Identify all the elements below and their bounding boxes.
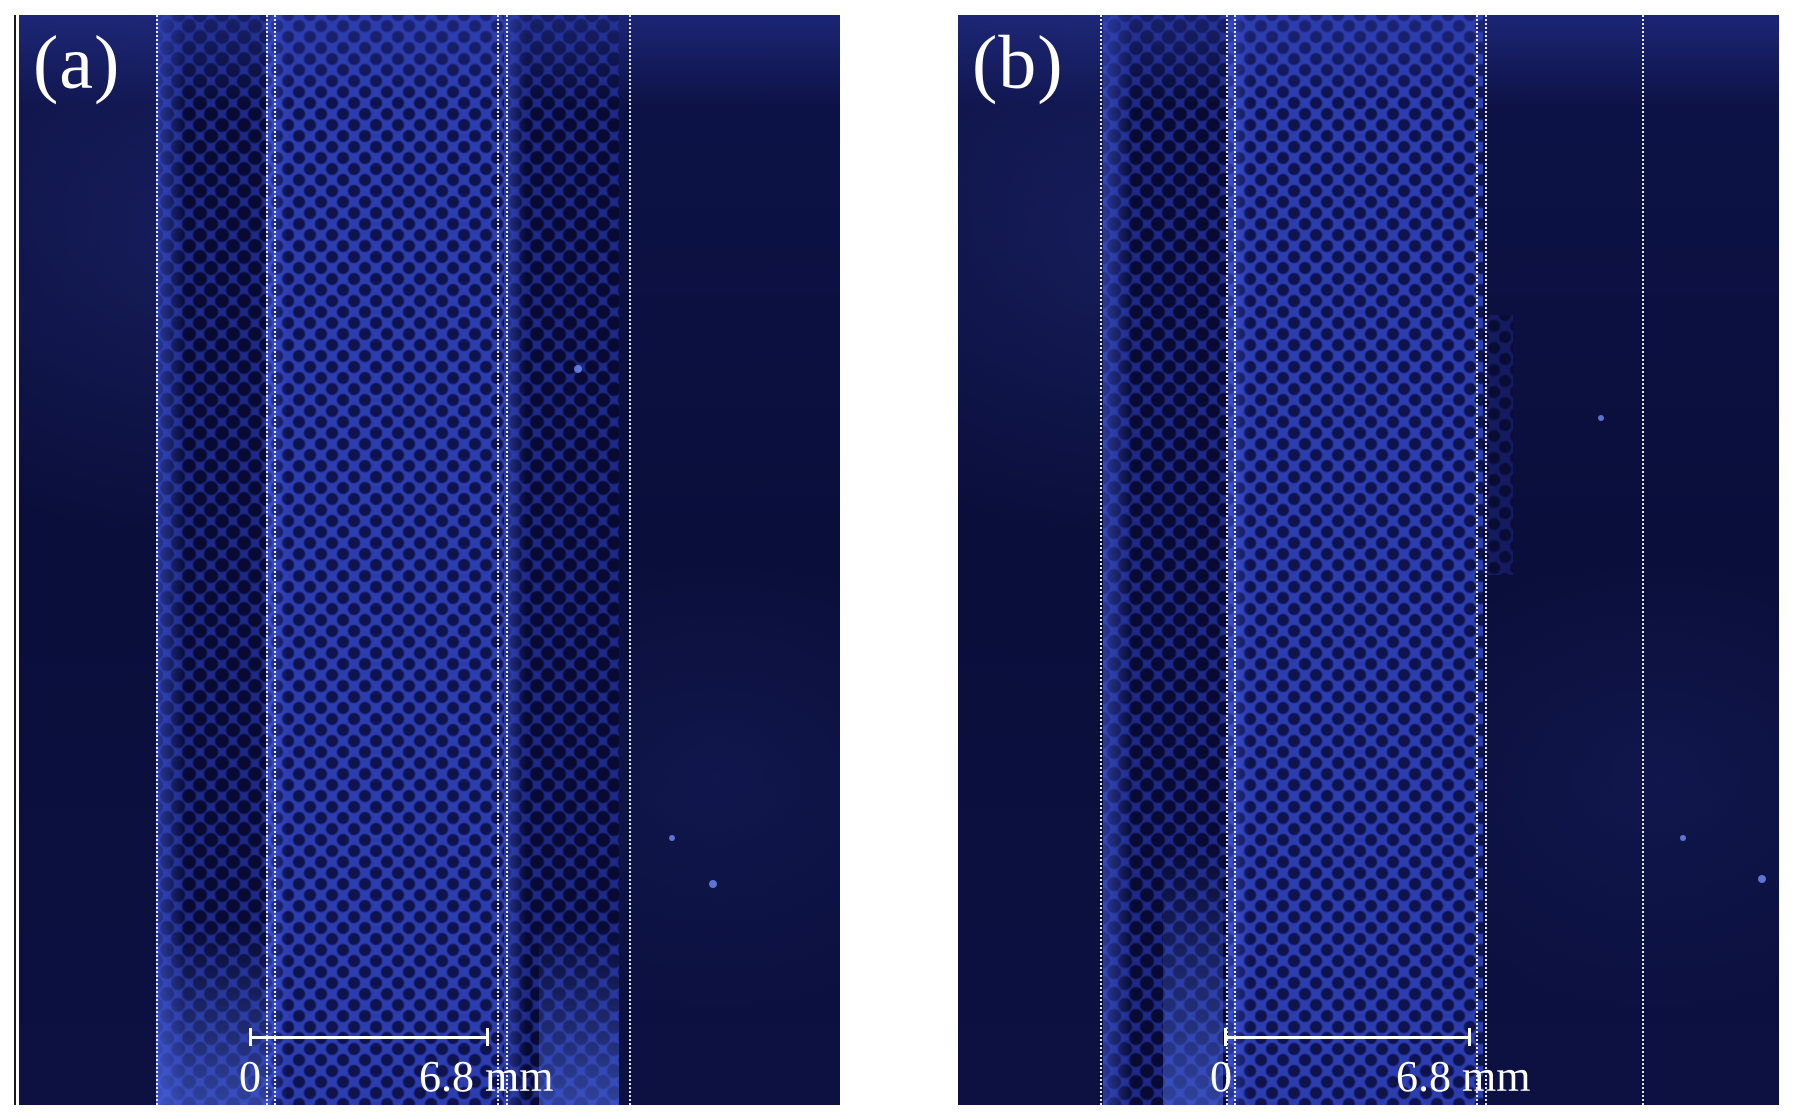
guide-line-6 bbox=[629, 15, 631, 1105]
bottom-bright-right bbox=[539, 925, 619, 1105]
scale-bar-end-tick bbox=[486, 1028, 489, 1046]
right-diffusion-fringe bbox=[1483, 315, 1513, 575]
center-right-edge-glow bbox=[504, 15, 526, 1105]
scale-start-label: 0 bbox=[1210, 1052, 1232, 1101]
left-edge-glow bbox=[1103, 15, 1133, 1105]
scale-bar-end-tick bbox=[1468, 1028, 1471, 1046]
center-left-edge-glow bbox=[1228, 15, 1250, 1105]
central-mesh-strip bbox=[266, 15, 504, 1105]
guide-line-5 bbox=[506, 15, 508, 1105]
guide-line-6 bbox=[1642, 15, 1644, 1105]
guide-line-4 bbox=[1476, 15, 1478, 1105]
top-fade bbox=[19, 15, 840, 105]
guide-line-3 bbox=[274, 15, 276, 1105]
panel-b-image: (b) 0 6.8 mm bbox=[958, 15, 1779, 1105]
scale-bar-start-tick bbox=[1224, 1028, 1227, 1046]
scale-end-label: 6.8 mm bbox=[419, 1052, 554, 1101]
center-left-edge-glow bbox=[266, 15, 288, 1105]
bottom-bright-plume bbox=[1163, 845, 1223, 1105]
top-fade bbox=[958, 15, 1779, 105]
guide-line-1 bbox=[1100, 15, 1102, 1105]
fluorescent-speck bbox=[1758, 875, 1766, 883]
fluorescent-speck bbox=[1598, 415, 1604, 421]
scale-bar bbox=[1225, 1036, 1470, 1039]
fluorescent-speck bbox=[709, 880, 717, 888]
guide-line-4 bbox=[497, 15, 499, 1105]
guide-line-3 bbox=[1234, 15, 1236, 1105]
panel-a-image: (a) 0 6.8 mm bbox=[19, 15, 840, 1105]
scale-bar-start-tick bbox=[249, 1028, 252, 1046]
central-mesh-strip bbox=[1228, 15, 1483, 1105]
fluorescent-speck bbox=[1680, 835, 1686, 841]
scale-start-label: 0 bbox=[239, 1052, 261, 1101]
panel-label: (a) bbox=[33, 21, 121, 105]
scale-end-label: 6.8 mm bbox=[1396, 1052, 1531, 1101]
bottom-bright-left bbox=[156, 925, 266, 1105]
fluorescent-speck bbox=[669, 835, 675, 841]
left-edge-glow bbox=[156, 15, 186, 1105]
fluorescent-speck bbox=[574, 365, 582, 373]
left-border-rule bbox=[14, 15, 16, 1105]
guide-line-1 bbox=[156, 15, 158, 1105]
guide-line-5 bbox=[1485, 15, 1487, 1105]
guide-line-2 bbox=[266, 15, 268, 1105]
guide-line-2 bbox=[1226, 15, 1228, 1105]
panel-label: (b) bbox=[972, 21, 1064, 105]
scale-bar bbox=[250, 1036, 488, 1039]
